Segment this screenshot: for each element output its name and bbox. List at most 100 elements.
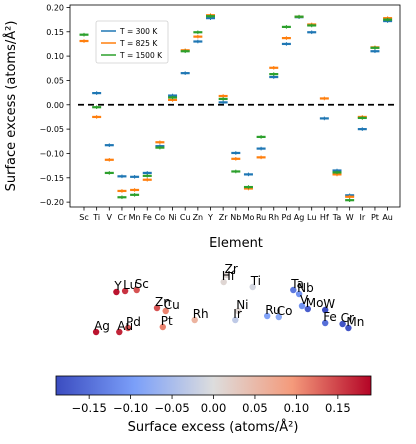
y-tick-label: 0.10 (46, 52, 64, 61)
x-tick-label-ag: Ag (294, 213, 305, 222)
map-point-cr: Cr (339, 311, 354, 328)
x-tick-label-mn: Mn (129, 213, 141, 222)
map-dot (220, 278, 227, 286)
x-tick-label-ni: Ni (168, 213, 176, 222)
colorbar-tick-label: 0.10 (284, 401, 310, 415)
map-label: Fe (323, 310, 337, 324)
map-point-zn: Zn (153, 295, 171, 312)
map-dot (275, 313, 282, 321)
map-dot (298, 302, 306, 310)
marker-ir-series-1 (357, 127, 367, 131)
map-label: Y (113, 279, 122, 293)
map-point-fe: Fe (322, 310, 337, 327)
y-tick-label: −0.20 (39, 198, 64, 207)
map-point-w: W (322, 297, 335, 314)
x-tick-label-co: Co (155, 213, 166, 222)
map-dot (339, 320, 346, 328)
colorbar-label: Surface excess (atoms/Å²) (128, 419, 299, 435)
map-label: Lu (123, 278, 137, 292)
map-point-sc: Sc (133, 277, 149, 294)
marker-lu-series-1 (307, 30, 317, 35)
x-tick-label-ir: Ir (359, 213, 365, 222)
map-point-ni: Ni (235, 298, 249, 315)
map-point-cu: Cu (162, 298, 180, 315)
marker-zn-series-1 (193, 39, 203, 44)
map-point-pd: Pd (124, 315, 141, 332)
map-label: W (323, 297, 335, 311)
marker-ni-series-3 (168, 95, 178, 100)
map-dot (113, 288, 120, 296)
map-point-v: V (298, 293, 309, 310)
map-label: Ti (250, 274, 261, 288)
marker-nb-series-2 (231, 157, 241, 161)
marker-mn-series-2 (130, 188, 140, 192)
map-label: Cr (341, 311, 354, 325)
map-label: Ir (233, 307, 242, 321)
marker-rh-series-3 (269, 72, 279, 76)
marker-zn-series-2 (193, 34, 203, 39)
x-axis-ticks: Sc Ti V Cr Mn Fe Co Ni Cu Zn Y Zr Nb Mo Ru Rh Pd Ag Lu Hf Ta… (79, 207, 393, 222)
legend-entry-t-300-k: T = 300 K (119, 27, 158, 36)
map-point-au: Au (116, 319, 133, 336)
x-tick-label-zn: Zn (193, 213, 204, 222)
map-point-ag: Ag (92, 319, 110, 336)
x-tick-label-hf: Hf (320, 213, 329, 222)
marker-cu-series-3 (180, 49, 190, 54)
marker-nb-series-3 (231, 169, 241, 174)
map-label: Mo (306, 296, 324, 310)
map-point-lu: Lu (121, 278, 137, 295)
marker-pt-series-3 (370, 46, 380, 50)
marker-fe-series-2 (142, 177, 152, 182)
y-axis-ticks: −0.20 −0.15 −0.10 −0.05 0.00 0.05 0.10 0.15 0.20 (39, 3, 70, 207)
marker-mo-series-1 (243, 172, 253, 177)
y-tick-label: 0.05 (46, 76, 64, 85)
map-label: Mn (346, 315, 364, 329)
y-tick-label: 0.00 (46, 101, 64, 110)
map-dot (249, 283, 256, 291)
marker-w-series-2 (345, 194, 355, 199)
y-tick-label: −0.15 (39, 174, 64, 183)
data-markers (79, 13, 393, 202)
map-label: Rh (193, 307, 209, 321)
x-tick-label-rh: Rh (268, 213, 279, 222)
map-point-y: Y (113, 279, 122, 296)
colorbar-tick-label: 0.15 (325, 401, 351, 415)
colorbar-tick-label: 0.05 (242, 401, 268, 415)
marker-lu-series-3 (307, 23, 317, 28)
x-tick-label-cu: Cu (180, 213, 191, 222)
marker-ir-series-3 (357, 116, 367, 120)
map-label: Pt (161, 314, 173, 328)
y-tick-label: 0.15 (46, 28, 64, 37)
map-dot (124, 324, 132, 332)
marker-co-series-2 (155, 140, 165, 145)
marker-hf-series-1 (319, 116, 329, 121)
x-tick-label-lu: Lu (307, 213, 316, 222)
marker-mn-series-1 (130, 175, 140, 179)
map-dot (345, 324, 352, 332)
x-tick-label-w: W (346, 213, 354, 222)
marker-v-series-1 (104, 143, 114, 147)
marker-ag-series-3 (294, 14, 304, 19)
colorbar-tick-label: −0.15 (72, 401, 107, 415)
map-dot (116, 328, 123, 336)
marker-pt-series-1 (370, 49, 380, 54)
surface-excess-chart: −0.20 −0.15 −0.10 −0.05 0.00 0.05 0.10 0.15 0.20… (3, 3, 401, 251)
marker-ti-series-1 (92, 91, 102, 95)
x-tick-label-y: Y (207, 213, 213, 222)
marker-rh-series-2 (269, 65, 279, 70)
map-point-ru: Ru (264, 303, 281, 320)
map-label: Ni (236, 298, 248, 312)
map-label: Ag (94, 319, 110, 333)
map-dot (235, 307, 242, 315)
y-axis-label: Surface excess (atoms/Å²) (3, 21, 19, 192)
map-point-hf: Hf (220, 269, 236, 286)
marker-zr-series-1 (218, 100, 228, 105)
map-dot (295, 290, 303, 298)
marker-cr-series-3 (117, 195, 127, 200)
map-label: Pd (126, 315, 141, 329)
map-point-zr: Zr (223, 262, 238, 279)
colorbar: −0.15 −0.10 −0.05 0.00 0.05 0.10 0.15 Surface … (55, 375, 372, 435)
x-tick-label-nb: Nb (230, 213, 241, 222)
